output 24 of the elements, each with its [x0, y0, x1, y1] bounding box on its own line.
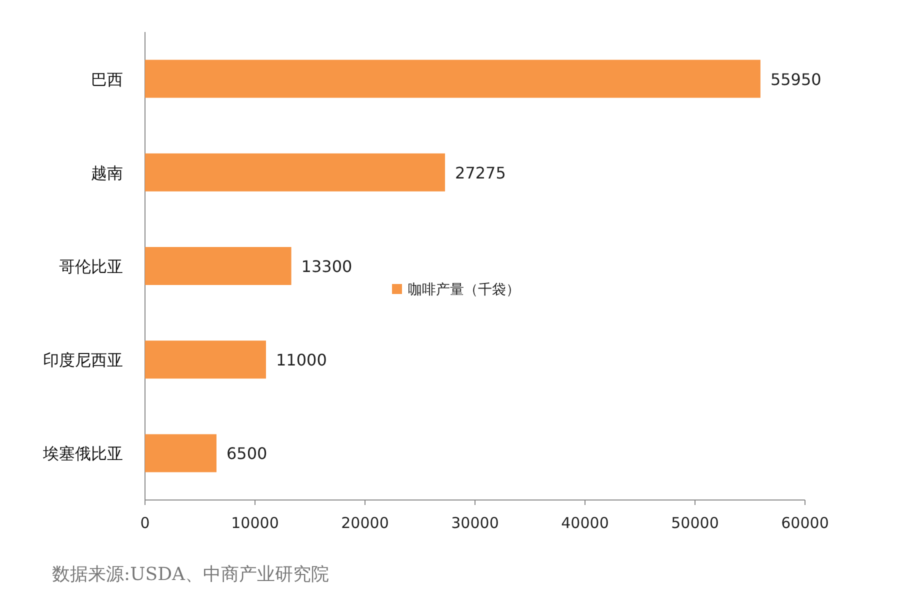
- bar: [145, 247, 292, 285]
- data-label: 55950: [770, 70, 822, 89]
- legend-label: 咖啡产量（千袋）: [408, 282, 520, 298]
- x-tick-label: 40000: [561, 514, 609, 532]
- y-tick-label: 哥伦比亚: [59, 257, 123, 276]
- bar: [145, 340, 266, 379]
- y-tick-label: 埃塞俄比亚: [42, 444, 123, 464]
- x-tick-label: 60000: [781, 514, 829, 532]
- x-tick-label: 10000: [231, 514, 279, 532]
- x-tick-label: 30000: [451, 514, 499, 532]
- y-tick-label: 越南: [91, 163, 123, 182]
- data-label: 11000: [276, 350, 327, 370]
- y-tick-label: 印度尼西亚: [43, 350, 123, 370]
- source-note: 数据来源:USDA、中商产业研究院: [52, 564, 329, 585]
- data-label: 13300: [301, 257, 352, 276]
- bar: [145, 60, 760, 98]
- bar: [145, 434, 216, 472]
- y-tick-label: 巴西: [91, 70, 123, 89]
- bar: [145, 153, 446, 192]
- x-tick-label: 0: [140, 514, 150, 532]
- data-label: 27275: [455, 163, 506, 182]
- data-label: 6500: [226, 444, 268, 464]
- x-tick-label: 50000: [671, 514, 719, 532]
- x-tick-label: 20000: [341, 514, 389, 532]
